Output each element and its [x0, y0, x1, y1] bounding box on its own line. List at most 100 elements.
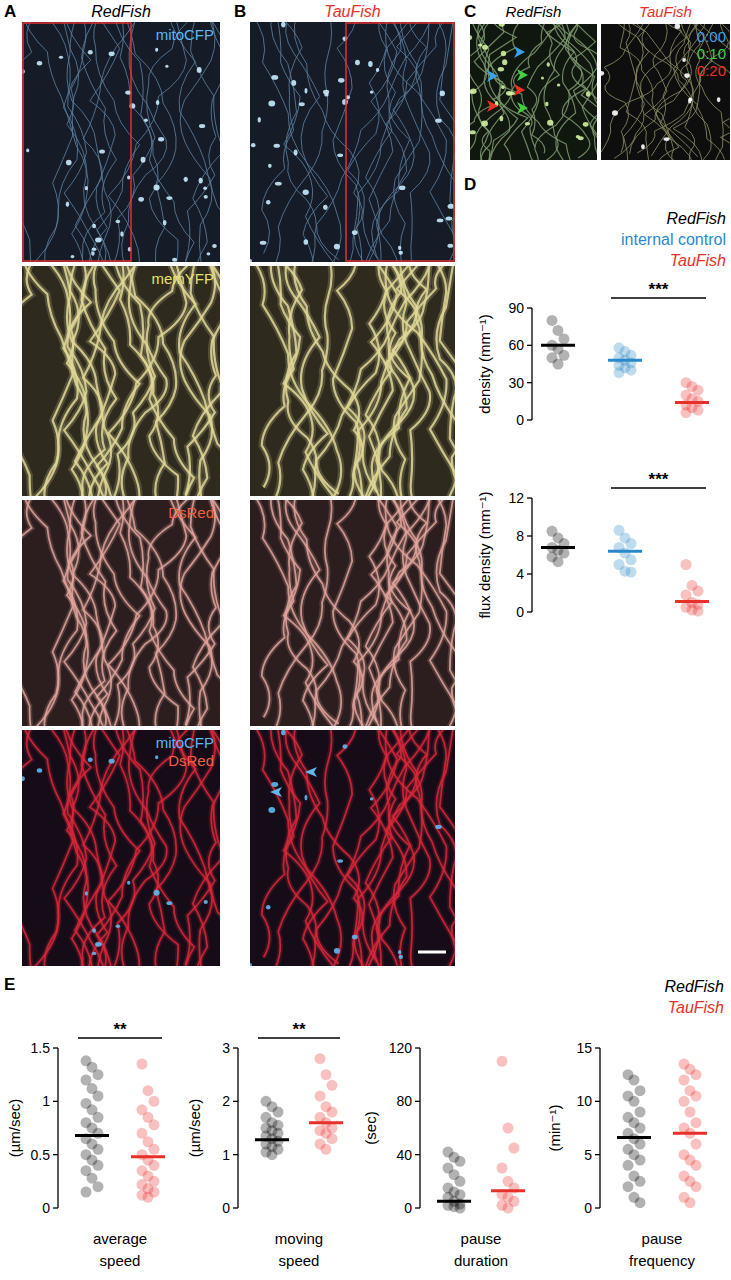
data-point — [137, 1059, 148, 1070]
mitochondrion — [338, 78, 344, 83]
timestamp: 0:20 — [697, 62, 726, 79]
y-tick — [595, 1154, 600, 1155]
neurite — [123, 266, 176, 496]
arrowhead — [517, 69, 528, 81]
neurite — [94, 266, 140, 496]
mitochondrion — [482, 45, 488, 50]
micrograph — [22, 266, 220, 496]
mitochondrion — [352, 935, 358, 940]
neurite-glow — [22, 266, 78, 496]
mitochondrion — [92, 224, 96, 229]
y-tick — [527, 497, 532, 498]
mitochondrion — [204, 900, 208, 904]
y-tick-label: 0.5 — [31, 1147, 51, 1163]
y-tick-label: 40 — [396, 1147, 412, 1163]
mitochondrion — [144, 118, 148, 122]
mitochondrion — [470, 130, 476, 134]
data-point — [635, 1176, 646, 1187]
mitochondrion — [525, 122, 531, 125]
legend-entry: TauFish — [668, 999, 724, 1016]
mitochondrion — [470, 35, 472, 40]
x-axis-label-line: pause — [642, 1230, 683, 1247]
neurite-glow — [120, 266, 178, 496]
neurite-glow — [186, 500, 221, 725]
mitochondrion — [663, 137, 669, 141]
neurite — [75, 266, 140, 496]
neurite — [286, 22, 328, 262]
data-point — [635, 1123, 646, 1134]
data-point — [93, 1160, 104, 1171]
data-point — [327, 1133, 338, 1144]
mitochondrion — [500, 116, 504, 122]
data-point — [635, 1107, 646, 1118]
mitochondrion — [127, 175, 130, 179]
mitochondrion — [684, 73, 689, 78]
mean-line — [675, 600, 709, 603]
dot-plot: 04812flux density (mm⁻¹)*** — [476, 470, 709, 620]
x-axis-label: pausefrequency — [629, 1230, 695, 1269]
neurite-glow — [120, 500, 178, 726]
data-point — [503, 1123, 514, 1134]
neurite-glow — [22, 730, 37, 966]
mitochondrion — [153, 890, 159, 896]
data-point — [679, 1096, 690, 1107]
y-axis-label: density (mm⁻¹) — [476, 314, 493, 414]
neurite — [387, 22, 433, 262]
mitochondrion — [138, 197, 144, 202]
neurite — [22, 500, 78, 726]
mean-line — [673, 1132, 707, 1135]
mitochondrion — [717, 97, 721, 102]
data-point — [691, 1069, 702, 1080]
data-point — [553, 556, 564, 567]
mitochondrion — [158, 137, 164, 141]
image-title: TauFish — [324, 3, 380, 20]
micrograph — [250, 500, 455, 726]
micrograph — [22, 22, 220, 262]
data-point — [143, 1192, 154, 1203]
mitochondrion — [127, 881, 130, 885]
micrograph — [470, 24, 597, 160]
mitochondrion — [266, 905, 271, 909]
data-point — [149, 1160, 160, 1171]
mitochondrion — [641, 144, 645, 149]
mean-line — [309, 1121, 343, 1124]
mitochondrion — [576, 135, 580, 139]
mitochondrion — [37, 61, 42, 65]
mitochondrion — [435, 119, 442, 123]
data-point — [509, 1143, 520, 1154]
mitochondrion — [470, 91, 474, 94]
mitochondrion — [682, 58, 686, 62]
arrowhead — [487, 70, 498, 82]
neurite — [568, 24, 597, 151]
data-point — [149, 1119, 160, 1130]
mitochondrion — [271, 782, 278, 787]
neurite — [316, 500, 432, 724]
y-axis — [531, 498, 532, 612]
y-axis — [599, 1048, 600, 1208]
mitochondrion — [251, 143, 256, 147]
mean-line — [437, 1200, 471, 1203]
data-point — [315, 1053, 326, 1064]
data-point — [321, 1144, 332, 1155]
neurite — [316, 22, 432, 260]
mitochondrion — [37, 768, 42, 772]
neurite — [113, 22, 200, 262]
mitochondrion — [478, 43, 482, 46]
mitochondrion — [675, 24, 680, 29]
neurite — [94, 500, 140, 726]
y-axis-label: (µm/sec) — [186, 1099, 203, 1158]
y-tick — [527, 535, 532, 536]
neurite — [386, 266, 455, 496]
mitochondrion — [498, 24, 504, 27]
neurite — [472, 24, 528, 160]
mitochondrion — [440, 90, 445, 96]
y-tick-label: 10 — [576, 1093, 592, 1109]
mitochondrion — [370, 797, 374, 800]
mitochondrion — [324, 93, 328, 97]
mitochondrion — [502, 59, 507, 65]
mitochondrion — [204, 195, 208, 199]
mitochondrion — [274, 144, 280, 148]
mitochondrion — [281, 730, 286, 735]
data-point — [614, 367, 625, 378]
mitochondrion — [71, 255, 75, 258]
